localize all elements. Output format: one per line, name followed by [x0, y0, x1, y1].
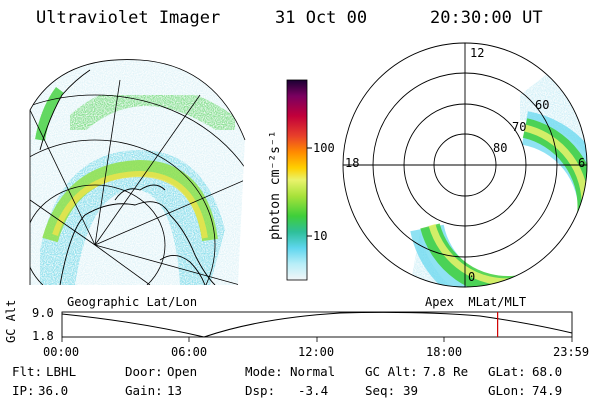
- date-label: 31 Oct 00: [275, 8, 368, 28]
- colorbar-unit-label: photon cm⁻²s⁻¹: [268, 130, 283, 240]
- altitude-ylabel: GC Alt: [4, 299, 18, 343]
- seq-value: 39: [403, 383, 419, 398]
- gcalt-label: GC Alt:: [365, 364, 418, 379]
- xtick-18: 18:00: [426, 345, 463, 359]
- altitude-ytick-9: 9.0: [32, 306, 54, 320]
- colorbar-tick-10: 10: [313, 229, 328, 243]
- dsp-value: -3.4: [298, 383, 329, 398]
- mode-label: Mode:: [245, 364, 283, 379]
- gain-label: Gain:: [125, 383, 163, 398]
- colorbar-tick-100: 100: [313, 141, 335, 155]
- glat-label: GLat:: [488, 364, 526, 379]
- mlt-label-12: 12: [470, 46, 485, 60]
- filter-label: Flt:: [12, 364, 43, 379]
- mlt-label-0: 0: [468, 270, 476, 284]
- seq-label: Seq:: [365, 383, 396, 398]
- xtick-06: 06:00: [171, 345, 208, 359]
- mlt-label-6: 6: [578, 156, 586, 170]
- door-value: Open: [167, 364, 198, 379]
- gain-value: 13: [167, 383, 183, 398]
- geographic-image: [29, 59, 246, 286]
- app-title: Ultraviolet Imager: [36, 8, 221, 28]
- left-caption: Geographic Lat/Lon: [67, 295, 198, 309]
- filter-value: LBHL: [46, 364, 77, 379]
- altitude-ytick-1-8: 1.8: [32, 329, 54, 343]
- mlt-label-18: 18: [345, 156, 360, 170]
- lat-label-60: 60: [535, 98, 550, 112]
- ip-value: 36.0: [38, 383, 69, 398]
- xtick-12: 12:00: [298, 345, 335, 359]
- glat-value: 68.0: [532, 364, 563, 379]
- glon-label: GLon:: [488, 383, 526, 398]
- mode-value: Normal: [290, 364, 336, 379]
- right-caption: Apex MLat/MLT: [425, 295, 527, 309]
- door-label: Door:: [125, 364, 163, 379]
- altitude-plot: [61, 311, 573, 342]
- gcalt-value: 7.8 Re: [423, 364, 469, 379]
- time-label: 20:30:00 UT: [430, 8, 543, 28]
- color-scale-bar: [286, 79, 312, 281]
- ip-label: IP:: [12, 383, 35, 398]
- dsp-label: Dsp:: [245, 383, 276, 398]
- lat-label-70: 70: [512, 120, 527, 134]
- glon-value: 74.9: [532, 383, 563, 398]
- xtick-00: 00:00: [43, 345, 80, 359]
- lat-label-80: 80: [493, 141, 508, 155]
- xtick-2359: 23:59: [553, 345, 590, 359]
